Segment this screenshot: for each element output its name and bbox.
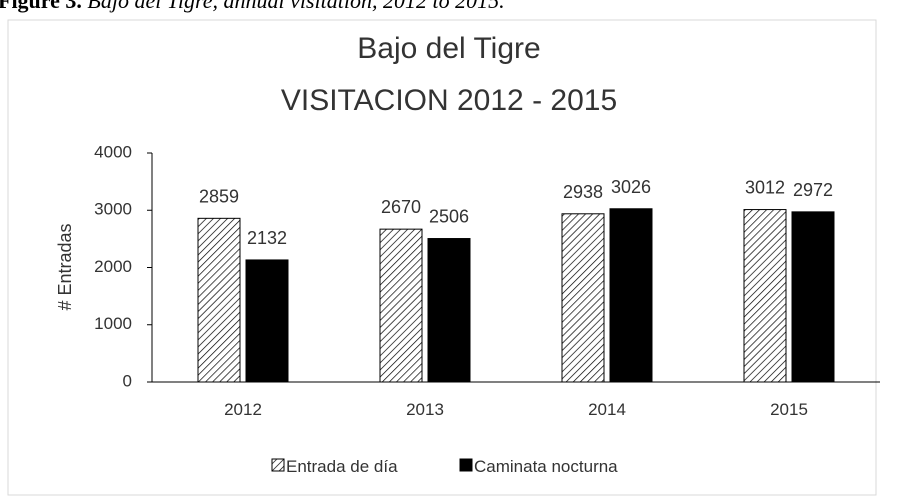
y-tick-label: 4000 [94, 142, 132, 161]
caption-text: Bajo del Tigre, annual visitation, 2012 … [87, 0, 504, 13]
x-tick-label: 2012 [224, 400, 262, 419]
legend-swatch [271, 458, 285, 472]
y-tick-label: 3000 [94, 200, 132, 219]
chart-title: VISITACION 2012 - 2015 [281, 84, 617, 117]
caption-label: Figure 3. [0, 0, 82, 13]
bar [379, 228, 423, 383]
legend-label: Caminata nocturna [474, 457, 618, 476]
bar [609, 208, 653, 383]
data-label: 2132 [247, 228, 287, 248]
x-tick-label: 2014 [588, 400, 626, 419]
y-axis-label: # Entradas [55, 223, 75, 310]
x-tick-label: 2015 [770, 400, 808, 419]
bar [245, 259, 289, 383]
data-label: 3026 [611, 177, 651, 197]
caption: Figure 3. Bajo del Tigre, annual visitat… [0, 0, 505, 13]
y-tick-label: 2000 [94, 257, 132, 276]
data-label: 2938 [563, 182, 603, 202]
data-label: 2506 [429, 207, 469, 227]
legend-swatch [459, 458, 473, 472]
data-label: 2859 [199, 186, 239, 206]
data-label: 2972 [793, 180, 833, 200]
bar [743, 209, 787, 383]
data-label: 3012 [745, 178, 785, 198]
x-tick-label: 2013 [406, 400, 444, 419]
legend-label: Entrada de día [286, 457, 398, 476]
y-tick-label: 0 [123, 371, 132, 390]
data-label: 2670 [381, 197, 421, 217]
bar [561, 213, 605, 383]
y-tick-label: 1000 [94, 314, 132, 333]
chart-title: Bajo del Tigre [357, 32, 540, 65]
bar [791, 211, 835, 383]
bar [197, 217, 241, 383]
bar [427, 238, 471, 383]
